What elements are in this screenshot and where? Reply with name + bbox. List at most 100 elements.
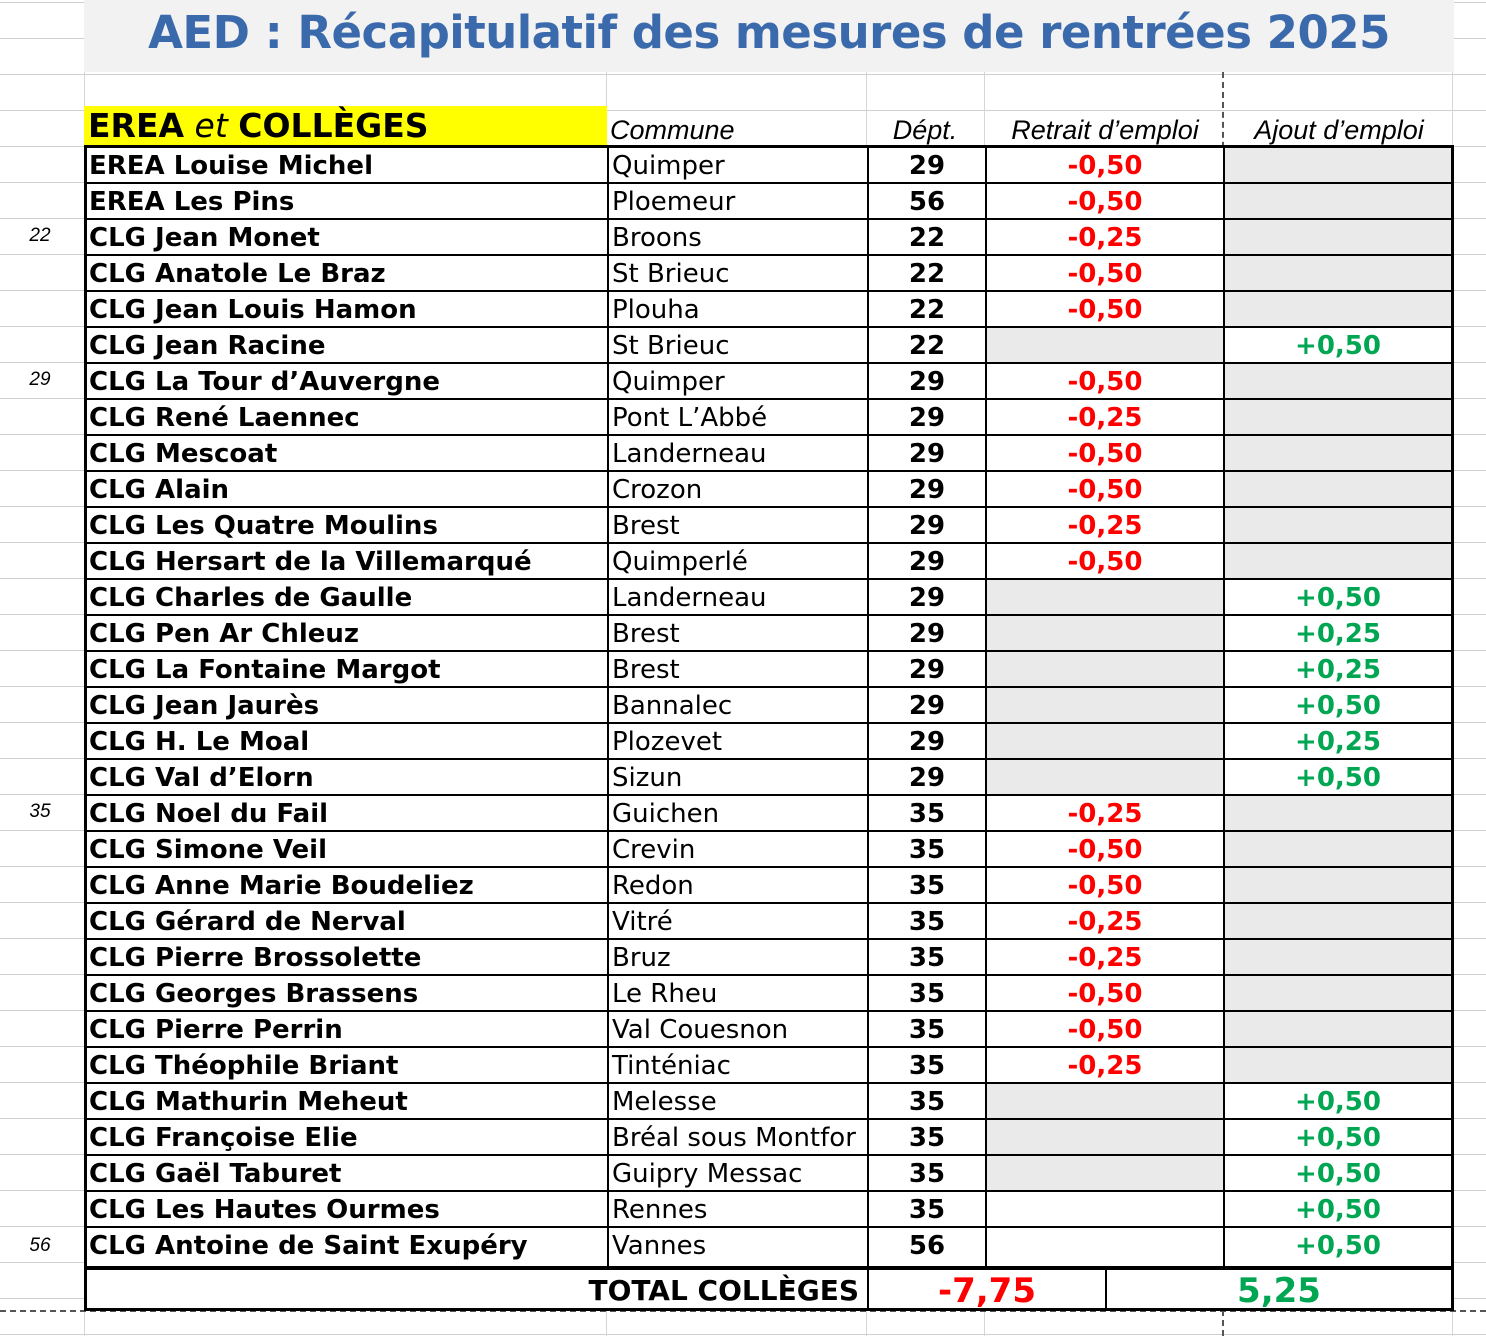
retrait-cell[interactable]: [987, 760, 1225, 794]
dept-cell[interactable]: 35: [869, 1156, 987, 1190]
school-name-cell[interactable]: CLG Hersart de la Villemarqué: [87, 544, 609, 578]
retrait-cell[interactable]: -0,50: [987, 184, 1225, 218]
commune-cell[interactable]: Val Couesnon: [609, 1012, 869, 1046]
dept-cell[interactable]: 56: [869, 1228, 987, 1266]
school-name-cell[interactable]: CLG Françoise Elie: [87, 1120, 609, 1154]
school-name-cell[interactable]: CLG Pierre Brossolette: [87, 940, 609, 974]
dept-cell[interactable]: 22: [869, 256, 987, 290]
header-ajout[interactable]: Ajout d’emploi: [1254, 115, 1424, 145]
commune-cell[interactable]: Broons: [609, 220, 869, 254]
total-retrait[interactable]: -7,75: [869, 1270, 1107, 1308]
retrait-cell[interactable]: [987, 1120, 1225, 1154]
retrait-cell[interactable]: -0,25: [987, 508, 1225, 542]
header-dept[interactable]: Dépt.: [892, 115, 958, 145]
school-name-cell[interactable]: CLG Charles de Gaulle: [87, 580, 609, 614]
retrait-cell[interactable]: -0,50: [987, 544, 1225, 578]
retrait-cell[interactable]: [987, 1084, 1225, 1118]
commune-cell[interactable]: Bréal sous Montfor: [609, 1120, 869, 1154]
retrait-cell[interactable]: -0,50: [987, 148, 1225, 182]
commune-cell[interactable]: Crozon: [609, 472, 869, 506]
retrait-cell[interactable]: -0,25: [987, 796, 1225, 830]
commune-cell[interactable]: Brest: [609, 652, 869, 686]
commune-cell[interactable]: Landerneau: [609, 580, 869, 614]
retrait-cell[interactable]: -0,50: [987, 868, 1225, 902]
dept-cell[interactable]: 35: [869, 1012, 987, 1046]
retrait-cell[interactable]: -0,25: [987, 940, 1225, 974]
school-name-cell[interactable]: CLG Gaël Taburet: [87, 1156, 609, 1190]
total-label[interactable]: TOTAL COLLÈGES: [87, 1270, 869, 1308]
school-name-cell[interactable]: CLG H. Le Moal: [87, 724, 609, 758]
dept-cell[interactable]: 29: [869, 436, 987, 470]
ajout-cell[interactable]: [1225, 292, 1451, 326]
dept-cell[interactable]: 29: [869, 544, 987, 578]
ajout-cell[interactable]: +0,50: [1295, 331, 1381, 361]
dept-cell[interactable]: 35: [869, 940, 987, 974]
ajout-cell[interactable]: [1225, 400, 1451, 434]
school-name-cell[interactable]: CLG Anne Marie Boudeliez: [87, 868, 609, 902]
ajout-cell[interactable]: [1225, 256, 1451, 290]
ajout-cell[interactable]: +0,50: [1295, 583, 1381, 613]
ajout-cell[interactable]: +0,50: [1295, 763, 1381, 793]
retrait-cell[interactable]: [987, 616, 1225, 650]
commune-cell[interactable]: St Brieuc: [609, 256, 869, 290]
ajout-cell[interactable]: +0,50: [1295, 1123, 1381, 1153]
ajout-cell[interactable]: +0,50: [1295, 1195, 1381, 1225]
header-commune[interactable]: Commune: [610, 115, 735, 145]
school-name-cell[interactable]: CLG Antoine de Saint Exupéry: [87, 1228, 609, 1266]
school-name-cell[interactable]: CLG Les Quatre Moulins: [87, 508, 609, 542]
retrait-cell[interactable]: -0,50: [987, 832, 1225, 866]
school-name-cell[interactable]: EREA Les Pins: [87, 184, 609, 218]
retrait-cell[interactable]: [987, 1192, 1225, 1226]
school-name-cell[interactable]: CLG Alain: [87, 472, 609, 506]
school-name-cell[interactable]: CLG La Fontaine Margot: [87, 652, 609, 686]
ajout-cell[interactable]: [1225, 508, 1451, 542]
commune-cell[interactable]: Crevin: [609, 832, 869, 866]
commune-cell[interactable]: Brest: [609, 508, 869, 542]
total-ajout[interactable]: 5,25: [1237, 1271, 1321, 1308]
school-name-cell[interactable]: CLG Pierre Perrin: [87, 1012, 609, 1046]
dept-cell[interactable]: 22: [869, 328, 987, 362]
ajout-cell[interactable]: +0,25: [1295, 655, 1381, 685]
school-name-cell[interactable]: EREA Louise Michel: [87, 148, 609, 182]
dept-cell[interactable]: 35: [869, 832, 987, 866]
commune-cell[interactable]: Redon: [609, 868, 869, 902]
school-name-cell[interactable]: CLG Mescoat: [87, 436, 609, 470]
school-name-cell[interactable]: CLG Jean Louis Hamon: [87, 292, 609, 326]
school-name-cell[interactable]: CLG Mathurin Meheut: [87, 1084, 609, 1118]
ajout-cell[interactable]: [1225, 1048, 1451, 1082]
dept-cell[interactable]: 22: [869, 292, 987, 326]
commune-cell[interactable]: Quimper: [609, 364, 869, 398]
commune-cell[interactable]: Bruz: [609, 940, 869, 974]
dept-cell[interactable]: 29: [869, 760, 987, 794]
ajout-cell[interactable]: [1225, 184, 1451, 218]
school-name-cell[interactable]: CLG Pen Ar Chleuz: [87, 616, 609, 650]
commune-cell[interactable]: Brest: [609, 616, 869, 650]
school-name-cell[interactable]: CLG Noel du Fail: [87, 796, 609, 830]
dept-cell[interactable]: 56: [869, 184, 987, 218]
ajout-cell[interactable]: [1225, 976, 1451, 1010]
retrait-cell[interactable]: -0,25: [987, 400, 1225, 434]
ajout-cell[interactable]: [1225, 148, 1451, 182]
ajout-cell[interactable]: +0,25: [1295, 619, 1381, 649]
school-name-cell[interactable]: CLG Val d’Elorn: [87, 760, 609, 794]
ajout-cell[interactable]: [1225, 868, 1451, 902]
commune-cell[interactable]: Ploemeur: [609, 184, 869, 218]
dept-cell[interactable]: 29: [869, 580, 987, 614]
dept-cell[interactable]: 29: [869, 472, 987, 506]
retrait-cell[interactable]: -0,25: [987, 904, 1225, 938]
commune-cell[interactable]: Rennes: [609, 1192, 869, 1226]
ajout-cell[interactable]: +0,50: [1295, 1231, 1381, 1261]
school-name-cell[interactable]: CLG Gérard de Nerval: [87, 904, 609, 938]
commune-cell[interactable]: Le Rheu: [609, 976, 869, 1010]
retrait-cell[interactable]: -0,50: [987, 364, 1225, 398]
retrait-cell[interactable]: [987, 328, 1225, 362]
commune-cell[interactable]: Quimperlé: [609, 544, 869, 578]
school-name-cell[interactable]: CLG Jean Jaurès: [87, 688, 609, 722]
dept-cell[interactable]: 35: [869, 1120, 987, 1154]
dept-cell[interactable]: 35: [869, 976, 987, 1010]
commune-cell[interactable]: Landerneau: [609, 436, 869, 470]
retrait-cell[interactable]: [987, 1156, 1225, 1190]
ajout-cell[interactable]: [1225, 472, 1451, 506]
retrait-cell[interactable]: [987, 580, 1225, 614]
commune-cell[interactable]: Vannes: [609, 1228, 869, 1266]
